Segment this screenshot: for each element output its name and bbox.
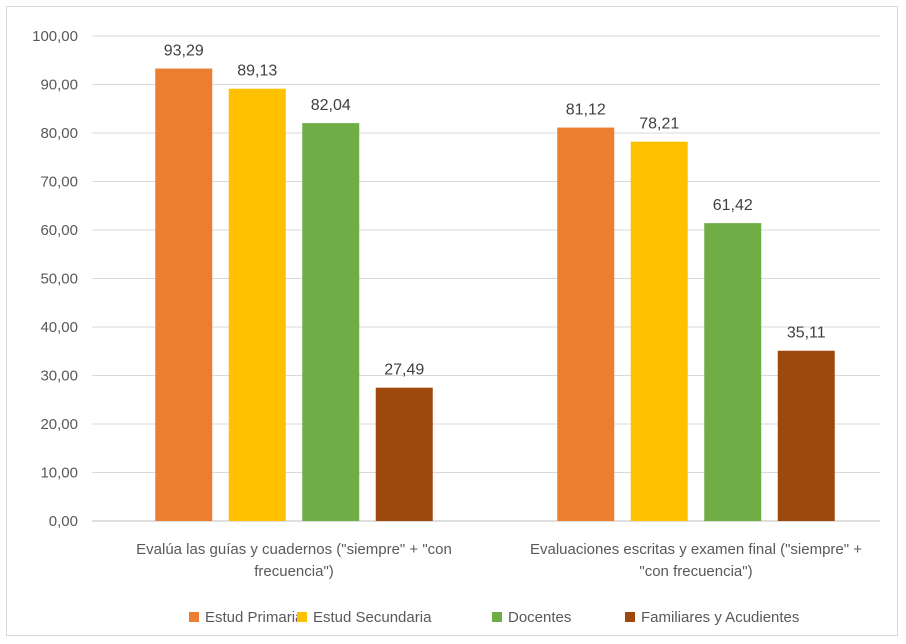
data-label: 35,11 [787, 325, 826, 342]
y-tick-label: 90,00 [40, 77, 78, 94]
legend-label: Familiares y Acudientes [641, 609, 799, 626]
bar [630, 141, 688, 521]
bars [155, 68, 835, 522]
y-axis: 0,00 10,00 20,00 30,00 40,00 50,00 60,00 70,00 8… [32, 28, 78, 530]
y-tick-label: 20,00 [40, 416, 78, 433]
data-label: 93,29 [164, 43, 204, 60]
data-labels: 93,29 81,12 89,13 78,21 82,04 61,42 27,49 35,11 [164, 43, 826, 379]
legend-label: Estud Secundaria [313, 609, 432, 626]
legend: Estud Primaria Estud Secundaria Docentes Fa… [189, 609, 799, 626]
y-tick-label: 40,00 [40, 319, 78, 336]
y-tick-label: 80,00 [40, 125, 78, 142]
legend-label: Estud Primaria [205, 609, 304, 626]
y-tick-label: 50,00 [40, 271, 78, 288]
data-label: 81,12 [566, 102, 606, 119]
bar [704, 223, 762, 521]
bar [557, 127, 615, 522]
y-tick-label: 60,00 [40, 222, 78, 239]
legend-swatch [297, 612, 307, 622]
bar [228, 88, 286, 522]
bar [302, 123, 360, 521]
y-tick-label: 0,00 [49, 513, 78, 530]
data-label: 82,04 [311, 97, 351, 114]
y-tick-label: 30,00 [40, 368, 78, 385]
category-labels: Evalúa las guías y cuadernos ("siempre" … [136, 541, 862, 580]
data-label: 27,49 [384, 362, 424, 379]
category-label: Evaluaciones escritas y examen final ("s… [530, 541, 862, 558]
legend-label: Docentes [508, 609, 571, 626]
legend-swatch [189, 612, 199, 622]
y-tick-label: 10,00 [40, 465, 78, 482]
data-label: 61,42 [713, 197, 753, 214]
legend-swatch [625, 612, 635, 622]
category-label: frecuencia") [254, 563, 334, 580]
category-label: Evalúa las guías y cuadernos ("siempre" … [136, 541, 452, 558]
y-tick-label: 70,00 [40, 174, 78, 191]
data-label: 89,13 [237, 63, 277, 80]
category-label: "con frecuencia") [639, 563, 752, 580]
legend-swatch [492, 612, 502, 622]
data-label: 78,21 [639, 116, 679, 133]
bar [155, 68, 213, 521]
bar [375, 387, 433, 521]
y-tick-label: 100,00 [32, 28, 78, 45]
bar [777, 350, 835, 521]
